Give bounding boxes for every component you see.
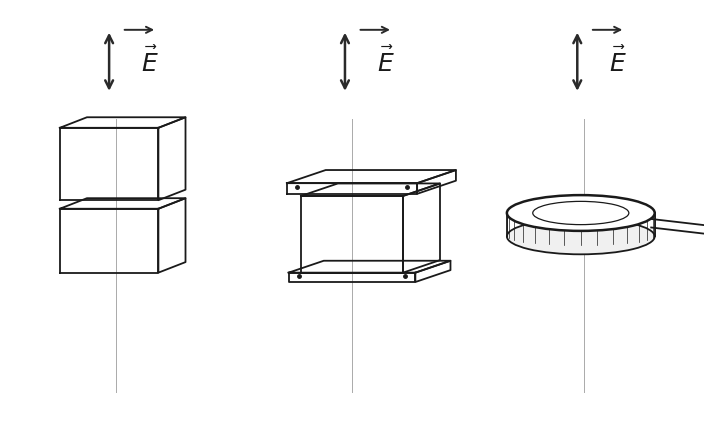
Ellipse shape (507, 195, 655, 231)
Ellipse shape (533, 201, 629, 225)
Text: $\vec{E}$: $\vec{E}$ (377, 47, 394, 77)
Ellipse shape (507, 219, 655, 254)
Text: $\vec{E}$: $\vec{E}$ (141, 47, 158, 77)
Text: $\vec{E}$: $\vec{E}$ (609, 47, 627, 77)
